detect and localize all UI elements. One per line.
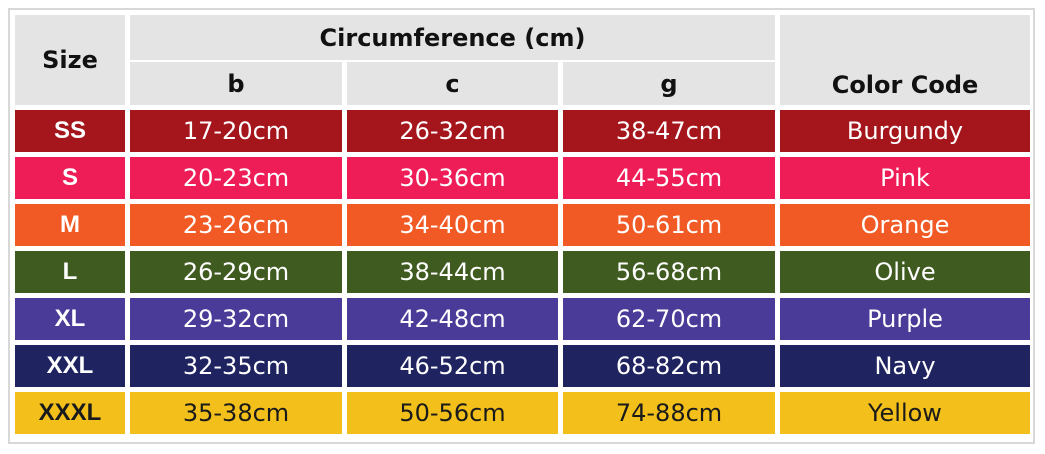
measure-cell: 50-61cm — [563, 204, 775, 246]
measure-cell: 35-38cm — [130, 392, 342, 434]
color-name-cell: Navy — [780, 345, 1030, 387]
column-header: c — [347, 62, 558, 105]
color-name-cell: Orange — [780, 204, 1030, 246]
measure-cell: 62-70cm — [563, 298, 775, 340]
color-name-cell: Olive — [780, 251, 1030, 293]
measure-cell: 29-32cm — [130, 298, 342, 340]
color-name-cell: Burgundy — [780, 110, 1030, 152]
measure-cell: 68-82cm — [563, 345, 775, 387]
group-header: Circumference (cm) — [130, 15, 775, 60]
measure-cell: 50-56cm — [347, 392, 558, 434]
size-cell: L — [15, 251, 125, 293]
size-cell: XL — [15, 298, 125, 340]
measure-cell: 23-26cm — [130, 204, 342, 246]
measure-cell: 44-55cm — [563, 157, 775, 199]
color-name-cell: Yellow — [780, 392, 1030, 434]
measure-cell: 26-32cm — [347, 110, 558, 152]
size-cell: S — [15, 157, 125, 199]
size-cell: M — [15, 204, 125, 246]
column-header: b — [130, 62, 342, 105]
measure-cell: 46-52cm — [347, 345, 558, 387]
color-name-cell: Pink — [780, 157, 1030, 199]
measure-cell: 30-36cm — [347, 157, 558, 199]
measure-cell: 26-29cm — [130, 251, 342, 293]
measure-cell: 56-68cm — [563, 251, 775, 293]
frame — [8, 8, 1035, 444]
measure-cell: 38-44cm — [347, 251, 558, 293]
size-cell: XXL — [15, 345, 125, 387]
color-code-header: Color Code — [780, 15, 1030, 105]
column-header: g — [563, 62, 775, 105]
measure-cell: 20-23cm — [130, 157, 342, 199]
measure-cell: 74-88cm — [563, 392, 775, 434]
measure-cell: 42-48cm — [347, 298, 558, 340]
size-cell: SS — [15, 110, 125, 152]
measure-cell: 38-47cm — [563, 110, 775, 152]
measure-cell: 32-35cm — [130, 345, 342, 387]
measure-cell: 34-40cm — [347, 204, 558, 246]
size-header: Size — [15, 15, 125, 105]
measure-cell: 17-20cm — [130, 110, 342, 152]
size-cell: XXXL — [15, 392, 125, 434]
color-name-cell: Purple — [780, 298, 1030, 340]
